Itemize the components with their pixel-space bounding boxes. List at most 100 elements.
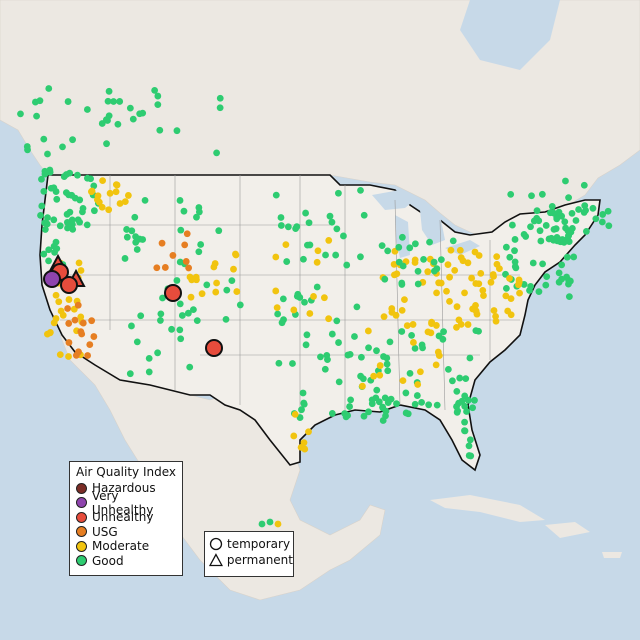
aqi-legend-title: Air Quality Index [75, 465, 177, 479]
station-marker [38, 175, 45, 183]
station-marker [564, 227, 572, 234]
station-marker [215, 227, 223, 235]
station-marker [154, 349, 162, 357]
station-marker [555, 236, 563, 244]
station-marker [393, 270, 401, 278]
station-marker [305, 219, 313, 227]
station-marker [133, 246, 141, 253]
station-marker [116, 98, 124, 105]
station-marker [411, 259, 419, 266]
station-marker [176, 300, 184, 308]
station-marker [390, 260, 398, 268]
station-marker [480, 292, 487, 299]
station-marker [550, 236, 557, 244]
station-marker [176, 258, 184, 266]
station-marker [317, 353, 324, 361]
station-marker [156, 126, 164, 134]
station-marker [157, 317, 164, 324]
station-marker [506, 253, 514, 261]
station-marker [328, 330, 336, 338]
station-marker [465, 442, 473, 450]
station-marker [106, 189, 114, 197]
station-marker [282, 241, 290, 249]
station-marker [222, 315, 230, 323]
station-marker [44, 150, 51, 158]
station-marker [95, 198, 103, 206]
station-marker [300, 400, 308, 408]
station-marker [456, 374, 464, 382]
station-marker [283, 258, 291, 265]
station-marker [373, 347, 380, 355]
station-marker [433, 289, 440, 297]
station-marker [432, 322, 440, 329]
station-marker [403, 322, 411, 329]
station-marker [65, 296, 73, 303]
station-marker [493, 253, 501, 261]
station-marker [451, 266, 459, 274]
station-marker [153, 264, 161, 272]
station-marker [68, 220, 76, 228]
station-marker [562, 177, 569, 185]
station-marker [71, 316, 79, 324]
station-marker [228, 277, 236, 285]
station-marker [605, 222, 613, 230]
station-marker [74, 301, 82, 309]
station-marker [550, 225, 558, 233]
legend-label: USG [92, 524, 118, 539]
station-marker [444, 365, 452, 373]
station-marker [469, 305, 477, 313]
station-marker [84, 352, 92, 359]
station-marker [575, 206, 582, 213]
station-marker [145, 368, 153, 376]
station-marker [177, 335, 185, 343]
station-marker [274, 310, 282, 318]
station-marker [90, 333, 98, 340]
station-marker [45, 246, 53, 254]
station-marker [24, 146, 31, 154]
station-marker [555, 278, 563, 286]
station-marker [38, 202, 46, 210]
station-marker [365, 408, 372, 416]
station-marker [502, 285, 510, 292]
station-marker [90, 207, 98, 215]
station-marker [537, 237, 545, 245]
station-marker [128, 322, 135, 330]
station-marker [44, 214, 51, 221]
station-marker [398, 281, 406, 288]
temporary-station-unhealthy [164, 284, 182, 302]
station-marker [565, 293, 573, 301]
station-marker [79, 204, 87, 212]
station-marker [425, 401, 433, 409]
station-marker [154, 92, 162, 100]
station-marker [37, 211, 44, 219]
station-marker [273, 304, 281, 312]
station-marker [137, 312, 145, 320]
station-marker [520, 231, 528, 238]
station-marker [580, 181, 588, 189]
station-marker [128, 227, 136, 235]
station-marker [103, 140, 110, 148]
station-marker [539, 260, 547, 268]
station-marker [411, 344, 419, 352]
station-marker [126, 104, 134, 112]
station-marker [398, 233, 406, 241]
station-marker [395, 258, 403, 266]
station-marker [178, 312, 186, 319]
station-marker [335, 378, 343, 386]
station-marker [332, 251, 340, 259]
station-marker [293, 223, 301, 230]
puerto-rico [602, 552, 622, 558]
station-marker [56, 351, 64, 358]
station-marker [471, 396, 478, 404]
station-marker [420, 255, 427, 263]
station-marker [272, 253, 280, 261]
station-marker [376, 362, 384, 369]
station-marker [490, 272, 497, 280]
station-marker [453, 388, 461, 395]
station-marker [461, 402, 469, 410]
station-marker [299, 389, 307, 397]
station-marker [346, 403, 353, 410]
cuba [430, 495, 545, 522]
station-marker [290, 306, 298, 314]
station-marker [555, 208, 563, 216]
